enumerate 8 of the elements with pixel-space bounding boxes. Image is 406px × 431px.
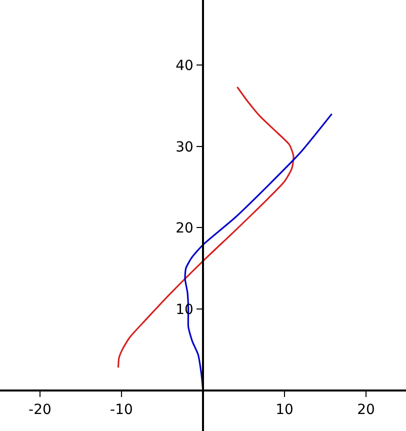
y-tick-label: 40 bbox=[176, 58, 194, 74]
y-tick-label: 30 bbox=[176, 139, 194, 156]
x-tick-label: -10 bbox=[110, 402, 133, 418]
x-tick-label: 10 bbox=[276, 402, 294, 418]
x-tick-label: 20 bbox=[357, 402, 375, 418]
x-tick-label: -20 bbox=[28, 402, 52, 418]
y-tick-label: 20 bbox=[176, 220, 194, 237]
line-series bbox=[117, 86, 294, 368]
